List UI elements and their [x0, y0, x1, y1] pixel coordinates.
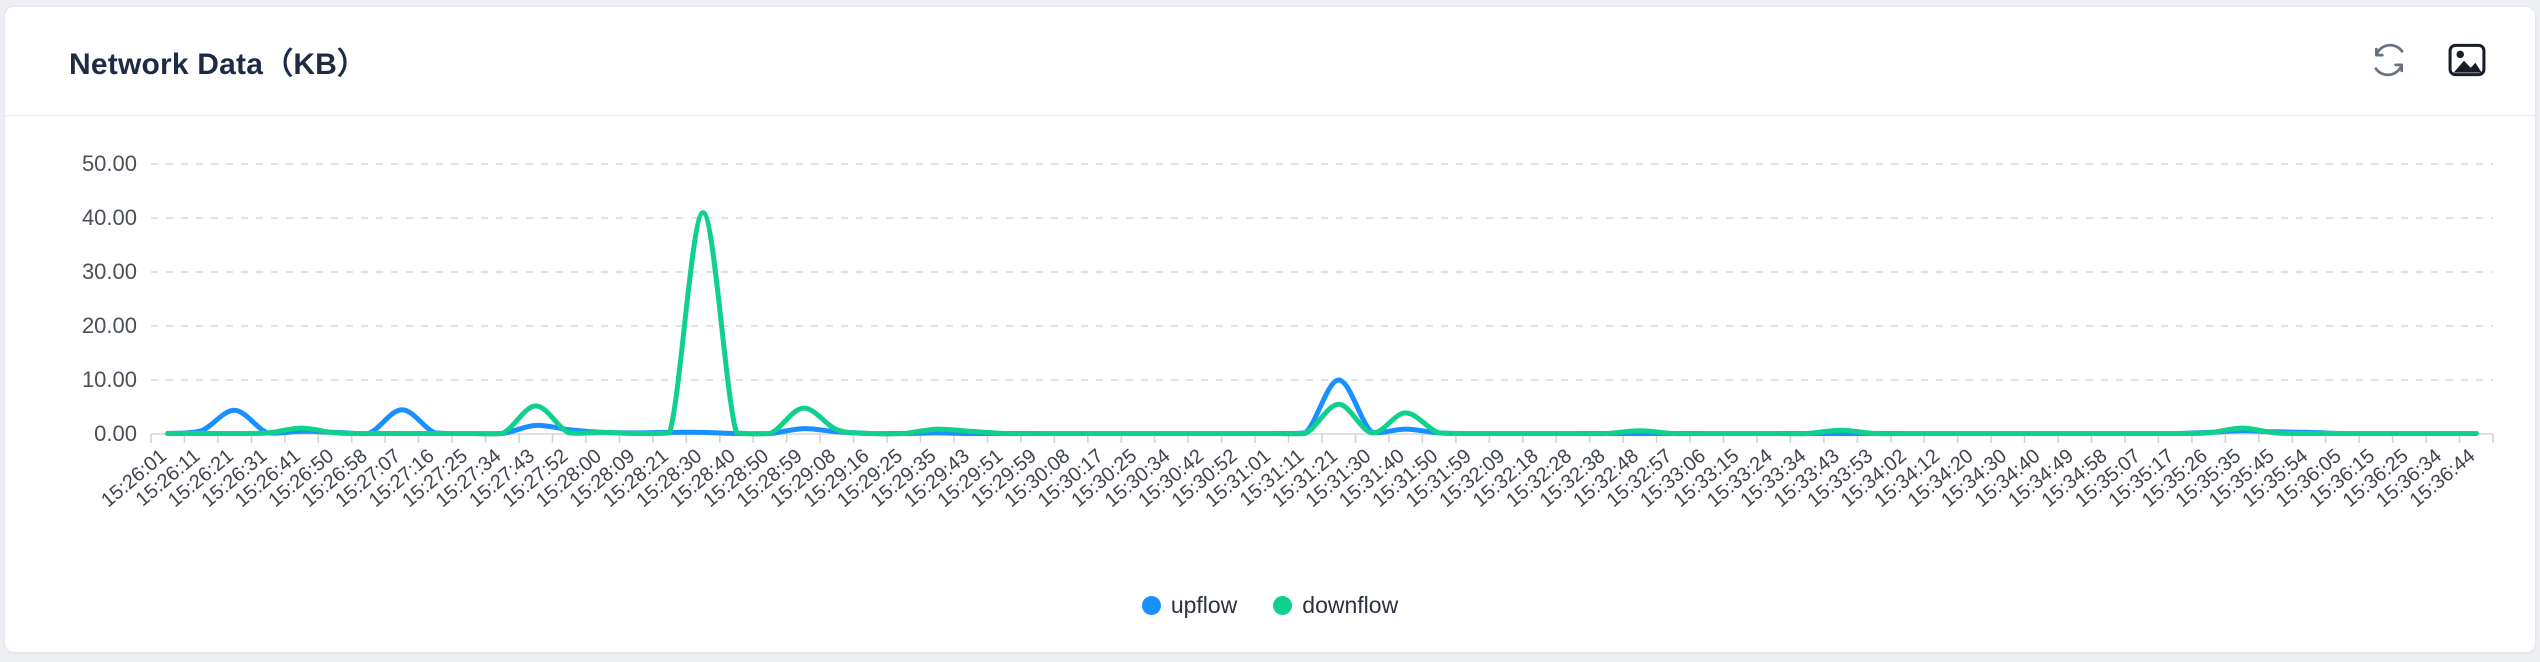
refresh-button[interactable]	[2365, 37, 2413, 85]
svg-text:30.00: 30.00	[82, 259, 137, 284]
legend-label-upflow: upflow	[1170, 591, 1238, 618]
network-chart-svg[interactable]: 0.0010.0020.0030.0040.0050.0015:26:0115:…	[5, 116, 2536, 576]
refresh-icon	[2369, 40, 2409, 83]
network-data-card: Network Data（KB）	[4, 6, 2536, 653]
header-actions	[2365, 37, 2491, 85]
legend-dot-upflow	[1141, 595, 1161, 615]
svg-text:40.00: 40.00	[82, 205, 137, 230]
svg-text:10.00: 10.00	[82, 367, 137, 392]
save-image-button[interactable]	[2443, 37, 2491, 85]
card-title: Network Data（KB）	[69, 48, 368, 81]
legend-dot-downflow	[1273, 595, 1293, 615]
chart-legend: upflow downflow	[5, 576, 2535, 652]
legend-item-upflow[interactable]: upflow	[1141, 591, 1238, 619]
svg-text:20.00: 20.00	[82, 313, 137, 338]
chart-area: 0.00 10.00 20.00 30.00 40.00 50.00 15:26:01 15:…	[5, 116, 2535, 576]
legend-item-downflow[interactable]: downflow	[1273, 592, 1398, 619]
card-header: Network Data（KB）	[5, 7, 2535, 116]
image-icon	[2446, 39, 2488, 84]
svg-text:50.00: 50.00	[82, 151, 137, 176]
svg-text:0.00: 0.00	[94, 421, 137, 446]
legend-label-downflow: downflow	[1302, 591, 1399, 618]
